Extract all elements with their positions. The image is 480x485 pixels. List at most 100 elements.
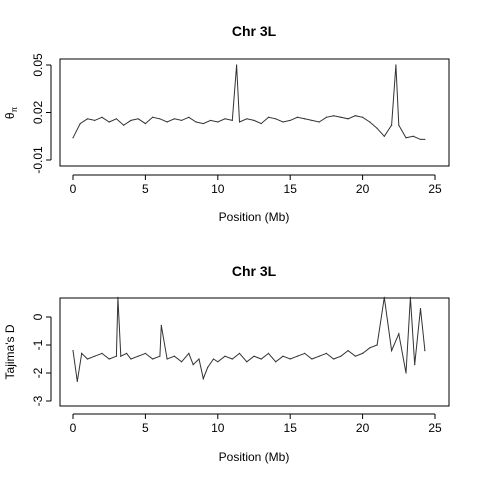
panel1-data-point <box>376 127 378 129</box>
panel2-data-point <box>217 361 219 363</box>
panel1-y-tick-label-group: 0.05 <box>31 53 45 77</box>
panel2-data-point <box>304 352 306 354</box>
panel2-data-point <box>94 355 96 357</box>
panel1-x-label: Position (Mb) <box>219 210 290 224</box>
panel1-data-point <box>217 121 219 123</box>
panel1-data-point <box>72 137 74 139</box>
panel2-data-point <box>376 344 378 346</box>
panel2-data-point <box>152 358 154 360</box>
panel1-y-tick-label-group: 0.02 <box>31 100 45 124</box>
panel2-x-tick-label: 25 <box>428 421 442 435</box>
svg-text:θπ: θπ <box>3 106 19 119</box>
panel1-data-point <box>195 121 197 123</box>
panel1-x-tick-label: 20 <box>356 182 370 196</box>
panel2-data-point <box>267 352 270 354</box>
panel1-data-point <box>340 116 342 118</box>
panel2-y-tick-label-group: 0 <box>31 313 45 320</box>
panel1-data-point <box>137 118 139 120</box>
panel2-x-tick-label: 0 <box>70 421 77 435</box>
panel2-data-point <box>81 352 83 354</box>
panel2-data-point <box>76 380 78 382</box>
panel1-y-tick-label-group: -0.01 <box>31 146 45 174</box>
panel1-data-point <box>108 121 110 123</box>
panel2-data-point <box>192 364 194 366</box>
panel1-data-point <box>311 119 313 122</box>
panel1-data-point <box>173 118 175 120</box>
panel2-data-point <box>166 358 168 360</box>
panel2-data-point <box>130 358 132 360</box>
panel2-data-point <box>340 355 342 357</box>
panel2-data-point <box>125 352 128 354</box>
panel1-data-point <box>144 122 146 125</box>
panel2-data-point <box>333 358 335 360</box>
panel2-data-point <box>409 296 411 298</box>
panel1-data-point <box>123 124 125 126</box>
panel2-data-point <box>202 378 204 380</box>
panel2-data-point <box>390 350 393 352</box>
panel1-data-point <box>79 122 81 125</box>
panel1-data-point <box>318 121 320 123</box>
panel2-data-point <box>224 355 226 357</box>
panel2-data-point <box>311 358 313 360</box>
panel1-data-point <box>101 116 103 118</box>
panel2-y-axis: -3 -2 -1 0 <box>31 313 52 406</box>
panel1-data-point <box>94 119 96 122</box>
panel1-data-point <box>282 121 284 123</box>
panel2-x-tick-label: 10 <box>211 421 225 435</box>
panel1-data-point <box>238 121 241 123</box>
panel2-data-point <box>72 350 74 352</box>
panel2-data-point <box>398 333 400 335</box>
panel2-data-point <box>108 358 110 360</box>
panel2-data-point <box>275 361 277 363</box>
panel2-x-label: Position (Mb) <box>219 450 290 464</box>
panel2-y-tick-label: 0 <box>31 313 45 320</box>
panel1-data-point <box>260 122 262 125</box>
panel1-data-point <box>325 116 327 118</box>
panel1-plot-box <box>59 58 450 167</box>
panel2-y-tick-label-group: -2 <box>31 367 45 378</box>
panel2-data-point <box>347 350 349 352</box>
panel1-data-point <box>405 137 407 139</box>
panel2-data-point <box>296 355 299 357</box>
panel1-x-tick-label: 25 <box>428 182 442 196</box>
panel2-data-point <box>282 355 284 357</box>
panel2-data-point <box>120 355 122 357</box>
panel2-series-line <box>72 297 426 382</box>
panel1-data-point <box>159 118 161 120</box>
panel2-data-point <box>383 296 385 298</box>
panel1-y-tick-label: 0.05 <box>31 53 45 77</box>
panel1-data-point <box>362 116 364 118</box>
panel2-data-point <box>424 350 426 352</box>
panel1-title: Chr 3L <box>232 23 277 39</box>
panel1-data-point <box>347 118 349 120</box>
panel1-y-label: θπ <box>3 106 19 119</box>
panel2-x-tick-label: 15 <box>284 421 298 435</box>
panel2-data-point <box>354 355 356 357</box>
panel1-data-point <box>395 64 397 66</box>
panel2-x-tick-label: 20 <box>356 421 370 435</box>
panel2-y-tick-label: -3 <box>31 395 45 406</box>
panel1-data-point <box>390 124 393 126</box>
panel2-title: Chr 3L <box>232 263 277 279</box>
panel1-data-point <box>152 116 154 118</box>
theta-pi-panel: Chr 3L 0 5 10 15 20 25 -0.01 0.02 0.05 Position… <box>3 23 450 224</box>
panel2-x-axis: 0 5 10 15 20 25 <box>70 413 442 435</box>
panel2-data-point <box>289 358 291 360</box>
panel1-data-point <box>181 119 183 122</box>
panel1-data-point <box>130 119 132 122</box>
panel2-data-point <box>253 355 255 357</box>
panel2-data-point <box>231 358 233 360</box>
panel1-data-point <box>115 118 118 120</box>
panel1-data-point <box>209 119 212 122</box>
panel1-series-line <box>72 64 425 140</box>
panel1-x-tick-label: 10 <box>211 182 225 196</box>
panel2-data-point <box>173 355 175 357</box>
panel2-data-point <box>198 358 200 360</box>
panel1-data-point <box>424 138 426 141</box>
panel1-y-tick-label: 0.02 <box>31 100 45 124</box>
panel2-data-point <box>115 355 118 357</box>
panel1-points <box>72 64 426 141</box>
panel2-data-point <box>238 352 241 354</box>
panel2-data-point <box>318 355 320 357</box>
